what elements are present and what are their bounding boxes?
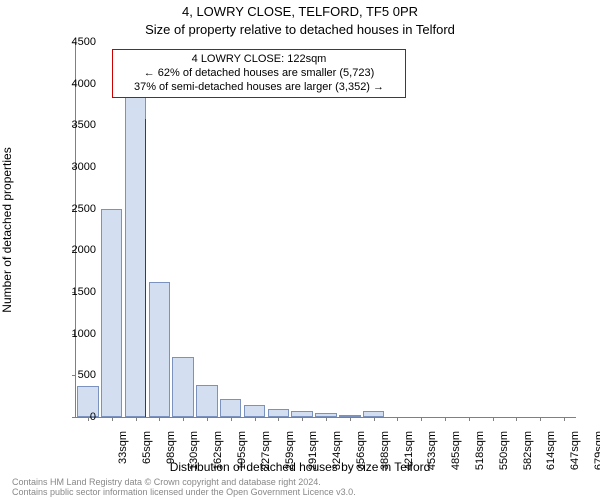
x-tick-label: 614sqm bbox=[545, 431, 557, 471]
x-tick-label: 647sqm bbox=[569, 431, 581, 471]
chart-title-line1: 4, LOWRY CLOSE, TELFORD, TF5 0PR bbox=[0, 4, 600, 19]
x-tick-label: 679sqm bbox=[593, 431, 600, 471]
x-tick-mark bbox=[255, 417, 256, 421]
x-tick-mark bbox=[88, 417, 89, 421]
x-tick-mark bbox=[397, 417, 398, 421]
y-tick-label: 4000 bbox=[72, 78, 96, 90]
x-tick-mark bbox=[421, 417, 422, 421]
x-tick-label: 324sqm bbox=[331, 431, 343, 471]
bar bbox=[172, 357, 193, 417]
x-tick-mark bbox=[112, 417, 113, 421]
annotation-box: 4 LOWRY CLOSE: 122sqm← 62% of detached h… bbox=[112, 49, 406, 98]
x-tick-label: 421sqm bbox=[403, 431, 415, 471]
y-tick-label: 3500 bbox=[72, 119, 96, 131]
x-tick-mark bbox=[136, 417, 137, 421]
x-tick-mark bbox=[231, 417, 232, 421]
bar bbox=[244, 405, 265, 417]
y-tick-label: 2500 bbox=[72, 203, 96, 215]
annotation-line: 37% of semi-detached houses are larger (… bbox=[119, 81, 399, 95]
property-size-chart: 4, LOWRY CLOSE, TELFORD, TF5 0PR Size of… bbox=[0, 0, 600, 500]
x-tick-label: 550sqm bbox=[498, 431, 510, 471]
property-marker-line bbox=[145, 119, 146, 417]
y-tick-label: 3000 bbox=[72, 161, 96, 173]
x-tick-label: 98sqm bbox=[165, 431, 177, 471]
bar bbox=[125, 75, 146, 417]
x-tick-label: 485sqm bbox=[450, 431, 462, 471]
bar bbox=[196, 385, 217, 418]
x-tick-label: 227sqm bbox=[260, 431, 272, 471]
x-axis-label: Distribution of detached houses by size … bbox=[0, 460, 600, 474]
x-tick-mark bbox=[278, 417, 279, 421]
x-tick-label: 162sqm bbox=[212, 431, 224, 471]
x-tick-label: 291sqm bbox=[307, 431, 319, 471]
x-tick-mark bbox=[350, 417, 351, 421]
x-tick-label: 259sqm bbox=[284, 431, 296, 471]
x-tick-label: 195sqm bbox=[236, 431, 248, 471]
x-tick-mark bbox=[207, 417, 208, 421]
chart-title-line2: Size of property relative to detached ho… bbox=[0, 22, 600, 37]
y-axis-label: Number of detached properties bbox=[0, 147, 14, 312]
y-tick-label: 2000 bbox=[72, 244, 96, 256]
y-tick-mark bbox=[72, 375, 76, 376]
x-tick-mark bbox=[374, 417, 375, 421]
x-tick-label: 582sqm bbox=[522, 431, 534, 471]
x-tick-label: 356sqm bbox=[355, 431, 367, 471]
x-tick-label: 453sqm bbox=[426, 431, 438, 471]
x-tick-mark bbox=[493, 417, 494, 421]
annotation-line: 4 LOWRY CLOSE: 122sqm bbox=[119, 53, 399, 67]
x-tick-mark bbox=[445, 417, 446, 421]
bar bbox=[220, 399, 241, 417]
x-tick-mark bbox=[516, 417, 517, 421]
y-tick-label: 4500 bbox=[72, 36, 96, 48]
x-tick-mark bbox=[302, 417, 303, 421]
x-tick-mark bbox=[564, 417, 565, 421]
x-tick-label: 388sqm bbox=[379, 431, 391, 471]
annotation-line: ← 62% of detached houses are smaller (5,… bbox=[119, 67, 399, 81]
x-tick-mark bbox=[540, 417, 541, 421]
x-tick-mark bbox=[469, 417, 470, 421]
x-tick-mark bbox=[159, 417, 160, 421]
y-tick-mark bbox=[72, 417, 76, 418]
x-tick-label: 518sqm bbox=[474, 431, 486, 471]
bar bbox=[268, 409, 289, 417]
bar bbox=[149, 282, 170, 417]
y-tick-label: 500 bbox=[78, 369, 96, 381]
plot-area: 4 LOWRY CLOSE: 122sqm← 62% of detached h… bbox=[75, 42, 576, 418]
x-tick-label: 65sqm bbox=[141, 431, 153, 471]
y-tick-label: 0 bbox=[90, 411, 96, 423]
y-tick-label: 1000 bbox=[72, 328, 96, 340]
y-tick-label: 1500 bbox=[72, 286, 96, 298]
x-tick-mark bbox=[183, 417, 184, 421]
x-tick-mark bbox=[326, 417, 327, 421]
footer-line2: Contains public sector information licen… bbox=[12, 488, 356, 498]
footer-attribution: Contains HM Land Registry data © Crown c… bbox=[12, 478, 356, 498]
x-tick-label: 33sqm bbox=[117, 431, 129, 471]
bar bbox=[101, 209, 122, 417]
x-tick-label: 130sqm bbox=[188, 431, 200, 471]
